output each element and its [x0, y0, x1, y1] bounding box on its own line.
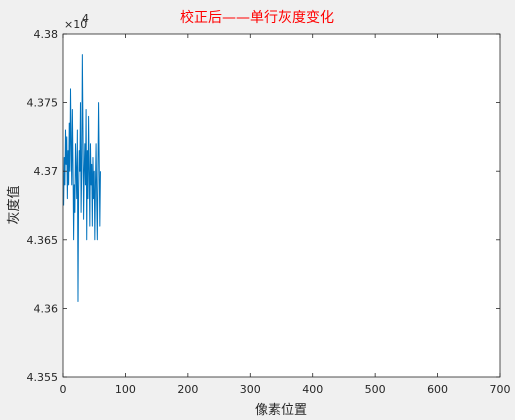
plot-area [63, 34, 500, 377]
y-tick-label: 4.375 [27, 97, 59, 110]
x-tick-label: 100 [115, 383, 136, 396]
y-exponent-value: 4 [82, 12, 89, 25]
y-axis-label: 灰度值 [6, 185, 22, 224]
x-tick-label: 200 [177, 383, 198, 396]
chart-title: 校正后——单行灰度变化 [180, 9, 334, 26]
x-tick-label: 400 [302, 383, 323, 396]
y-tick-label: 4.36 [34, 302, 59, 315]
x-tick-label: 500 [365, 383, 386, 396]
y-tick-label: 4.365 [27, 234, 59, 247]
axes-box [62, 33, 501, 378]
y-tick-label: 4.38 [34, 28, 59, 41]
series-line [63, 54, 101, 303]
y-tick-label: 4.37 [34, 165, 59, 178]
ticks-layer: 0 100 200 300 400 500 600 700 4.355 4.36 4.365 4.37… [27, 28, 511, 396]
y-exponent-label: ×10 [64, 18, 87, 31]
x-tick-label: 600 [427, 383, 448, 396]
y-tick-label: 4.355 [27, 371, 59, 384]
x-tick-label: 0 [60, 383, 67, 396]
series-layer [63, 54, 101, 303]
x-tick-label: 700 [490, 383, 511, 396]
x-tick-label: 300 [240, 383, 261, 396]
x-axis-label: 像素位置 [255, 403, 307, 418]
